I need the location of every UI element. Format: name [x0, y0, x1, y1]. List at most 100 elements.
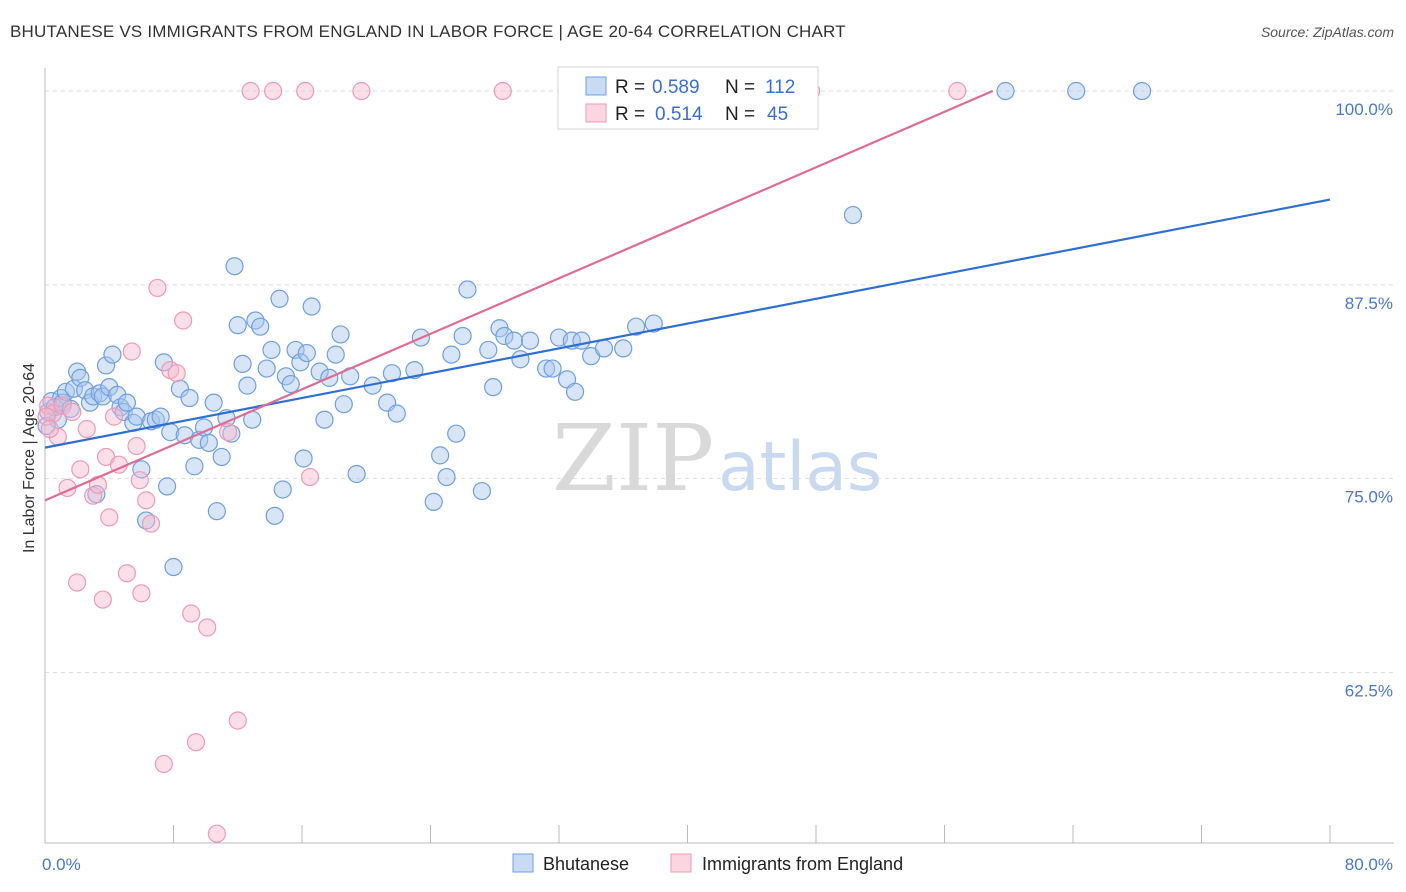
- legend-swatch-england: [585, 103, 607, 123]
- point-bhutanese: [225, 257, 244, 276]
- point-england: [127, 436, 146, 456]
- point-england: [71, 460, 90, 479]
- point-bhutanese: [479, 340, 498, 360]
- point-england: [300, 467, 320, 487]
- point-bhutanese: [90, 384, 109, 403]
- point-england: [296, 81, 315, 101]
- point-bhutanese: [511, 350, 530, 369]
- point-bhutanese: [594, 339, 614, 358]
- point-bhutanese: [442, 345, 461, 364]
- point-bhutanese: [291, 353, 310, 372]
- point-bhutanese: [996, 81, 1015, 101]
- point-bhutanese: [614, 339, 633, 358]
- legend-n-value-2: 45: [767, 104, 788, 125]
- point-england: [154, 754, 173, 774]
- point-england: [948, 81, 967, 101]
- watermark: ZIP atlas: [552, 405, 882, 512]
- chart-title: BHUTANESE VS IMMIGRANTS FROM ENGLAND IN …: [10, 22, 846, 41]
- point-bhutanese: [472, 481, 491, 501]
- point-bhutanese: [157, 477, 177, 496]
- point-bhutanese: [238, 376, 257, 395]
- point-bhutanese: [246, 311, 265, 330]
- point-bhutanese: [326, 345, 345, 364]
- legend-n-label-2: N =: [725, 104, 755, 125]
- bottom-legend-swatch-england: [670, 853, 692, 873]
- point-bhutanese: [170, 379, 190, 398]
- legend-n-label-1: N =: [725, 77, 755, 98]
- point-england: [93, 590, 112, 609]
- point-bhutanese: [347, 464, 366, 484]
- trend-line-bhutanese: [44, 198, 1331, 449]
- legend-r-label-2: R =: [615, 104, 645, 125]
- x-tick-label: 80.0%: [1345, 855, 1393, 874]
- point-bhutanese: [315, 410, 334, 429]
- point-bhutanese: [310, 362, 329, 381]
- point-england: [174, 311, 193, 330]
- bottom-legend-england: Immigrants from England: [702, 854, 903, 874]
- legend-swatch-bhutanese: [585, 76, 607, 96]
- bottom-legend-bhutanese: Bhutanese: [543, 854, 629, 874]
- point-bhutanese: [93, 387, 112, 406]
- point-england: [122, 342, 141, 361]
- point-england: [493, 81, 512, 101]
- legend-r-label-1: R =: [615, 77, 645, 98]
- y-tick-labels: 62.5% 75.0% 87.5% 100.0%: [1335, 100, 1393, 700]
- point-bhutanese: [281, 374, 300, 394]
- point-england: [141, 514, 161, 533]
- point-bhutanese: [270, 289, 289, 308]
- legend: R = 0.589 N = 112 R = 0.514 N = 45: [557, 66, 819, 130]
- point-bhutanese: [103, 345, 122, 364]
- point-england: [219, 423, 238, 442]
- watermark-atlas: atlas: [718, 428, 882, 507]
- point-bhutanese: [1132, 81, 1152, 101]
- point-england: [352, 81, 371, 101]
- point-england: [207, 824, 226, 843]
- point-bhutanese: [843, 205, 863, 225]
- point-england: [198, 618, 217, 637]
- point-england: [53, 396, 72, 415]
- point-england: [63, 402, 82, 422]
- point-england: [228, 711, 247, 730]
- point-bhutanese: [484, 378, 503, 397]
- bottom-legend-swatch-bhutanese: [512, 853, 534, 873]
- point-bhutanese: [265, 506, 284, 525]
- trend-lines: [44, 90, 1331, 502]
- point-bhutanese: [212, 447, 231, 467]
- watermark-zip: ZIP: [552, 405, 714, 512]
- point-bhutanese: [137, 511, 156, 530]
- point-bhutanese: [565, 382, 585, 401]
- point-bhutanese: [387, 404, 406, 423]
- x-tick-labels: 0.0% 80.0%: [42, 855, 1393, 874]
- point-bhutanese: [117, 393, 137, 412]
- point-england: [137, 491, 156, 510]
- point-bhutanese: [537, 359, 556, 378]
- point-bhutanese: [164, 557, 183, 577]
- legend-r-value-1: 0.589: [652, 77, 700, 98]
- bottom-legend: Bhutanese Immigrants from England: [512, 853, 903, 874]
- point-england: [132, 584, 151, 603]
- point-bhutanese: [453, 326, 472, 346]
- point-bhutanese: [204, 393, 223, 412]
- point-bhutanese: [127, 407, 146, 426]
- point-bhutanese: [302, 297, 321, 316]
- point-england: [263, 81, 283, 101]
- point-england: [77, 419, 96, 439]
- point-england: [84, 486, 103, 505]
- y-tick-label: 87.5%: [1345, 294, 1393, 313]
- point-bhutanese: [431, 446, 450, 465]
- point-bhutanese: [199, 433, 218, 453]
- point-bhutanese: [207, 502, 226, 521]
- point-bhutanese: [146, 410, 165, 429]
- point-bhutanese: [294, 449, 313, 468]
- point-bhutanese: [405, 360, 424, 380]
- point-england: [68, 573, 87, 592]
- point-bhutanese: [447, 424, 466, 443]
- point-bhutanese: [180, 388, 199, 408]
- point-bhutanese: [504, 331, 524, 350]
- point-bhutanese: [151, 407, 170, 426]
- y-tick-label: 100.0%: [1335, 100, 1393, 119]
- point-bhutanese: [1067, 81, 1086, 101]
- data-points: [37, 81, 1152, 843]
- point-bhutanese: [520, 331, 540, 350]
- point-england: [40, 419, 59, 439]
